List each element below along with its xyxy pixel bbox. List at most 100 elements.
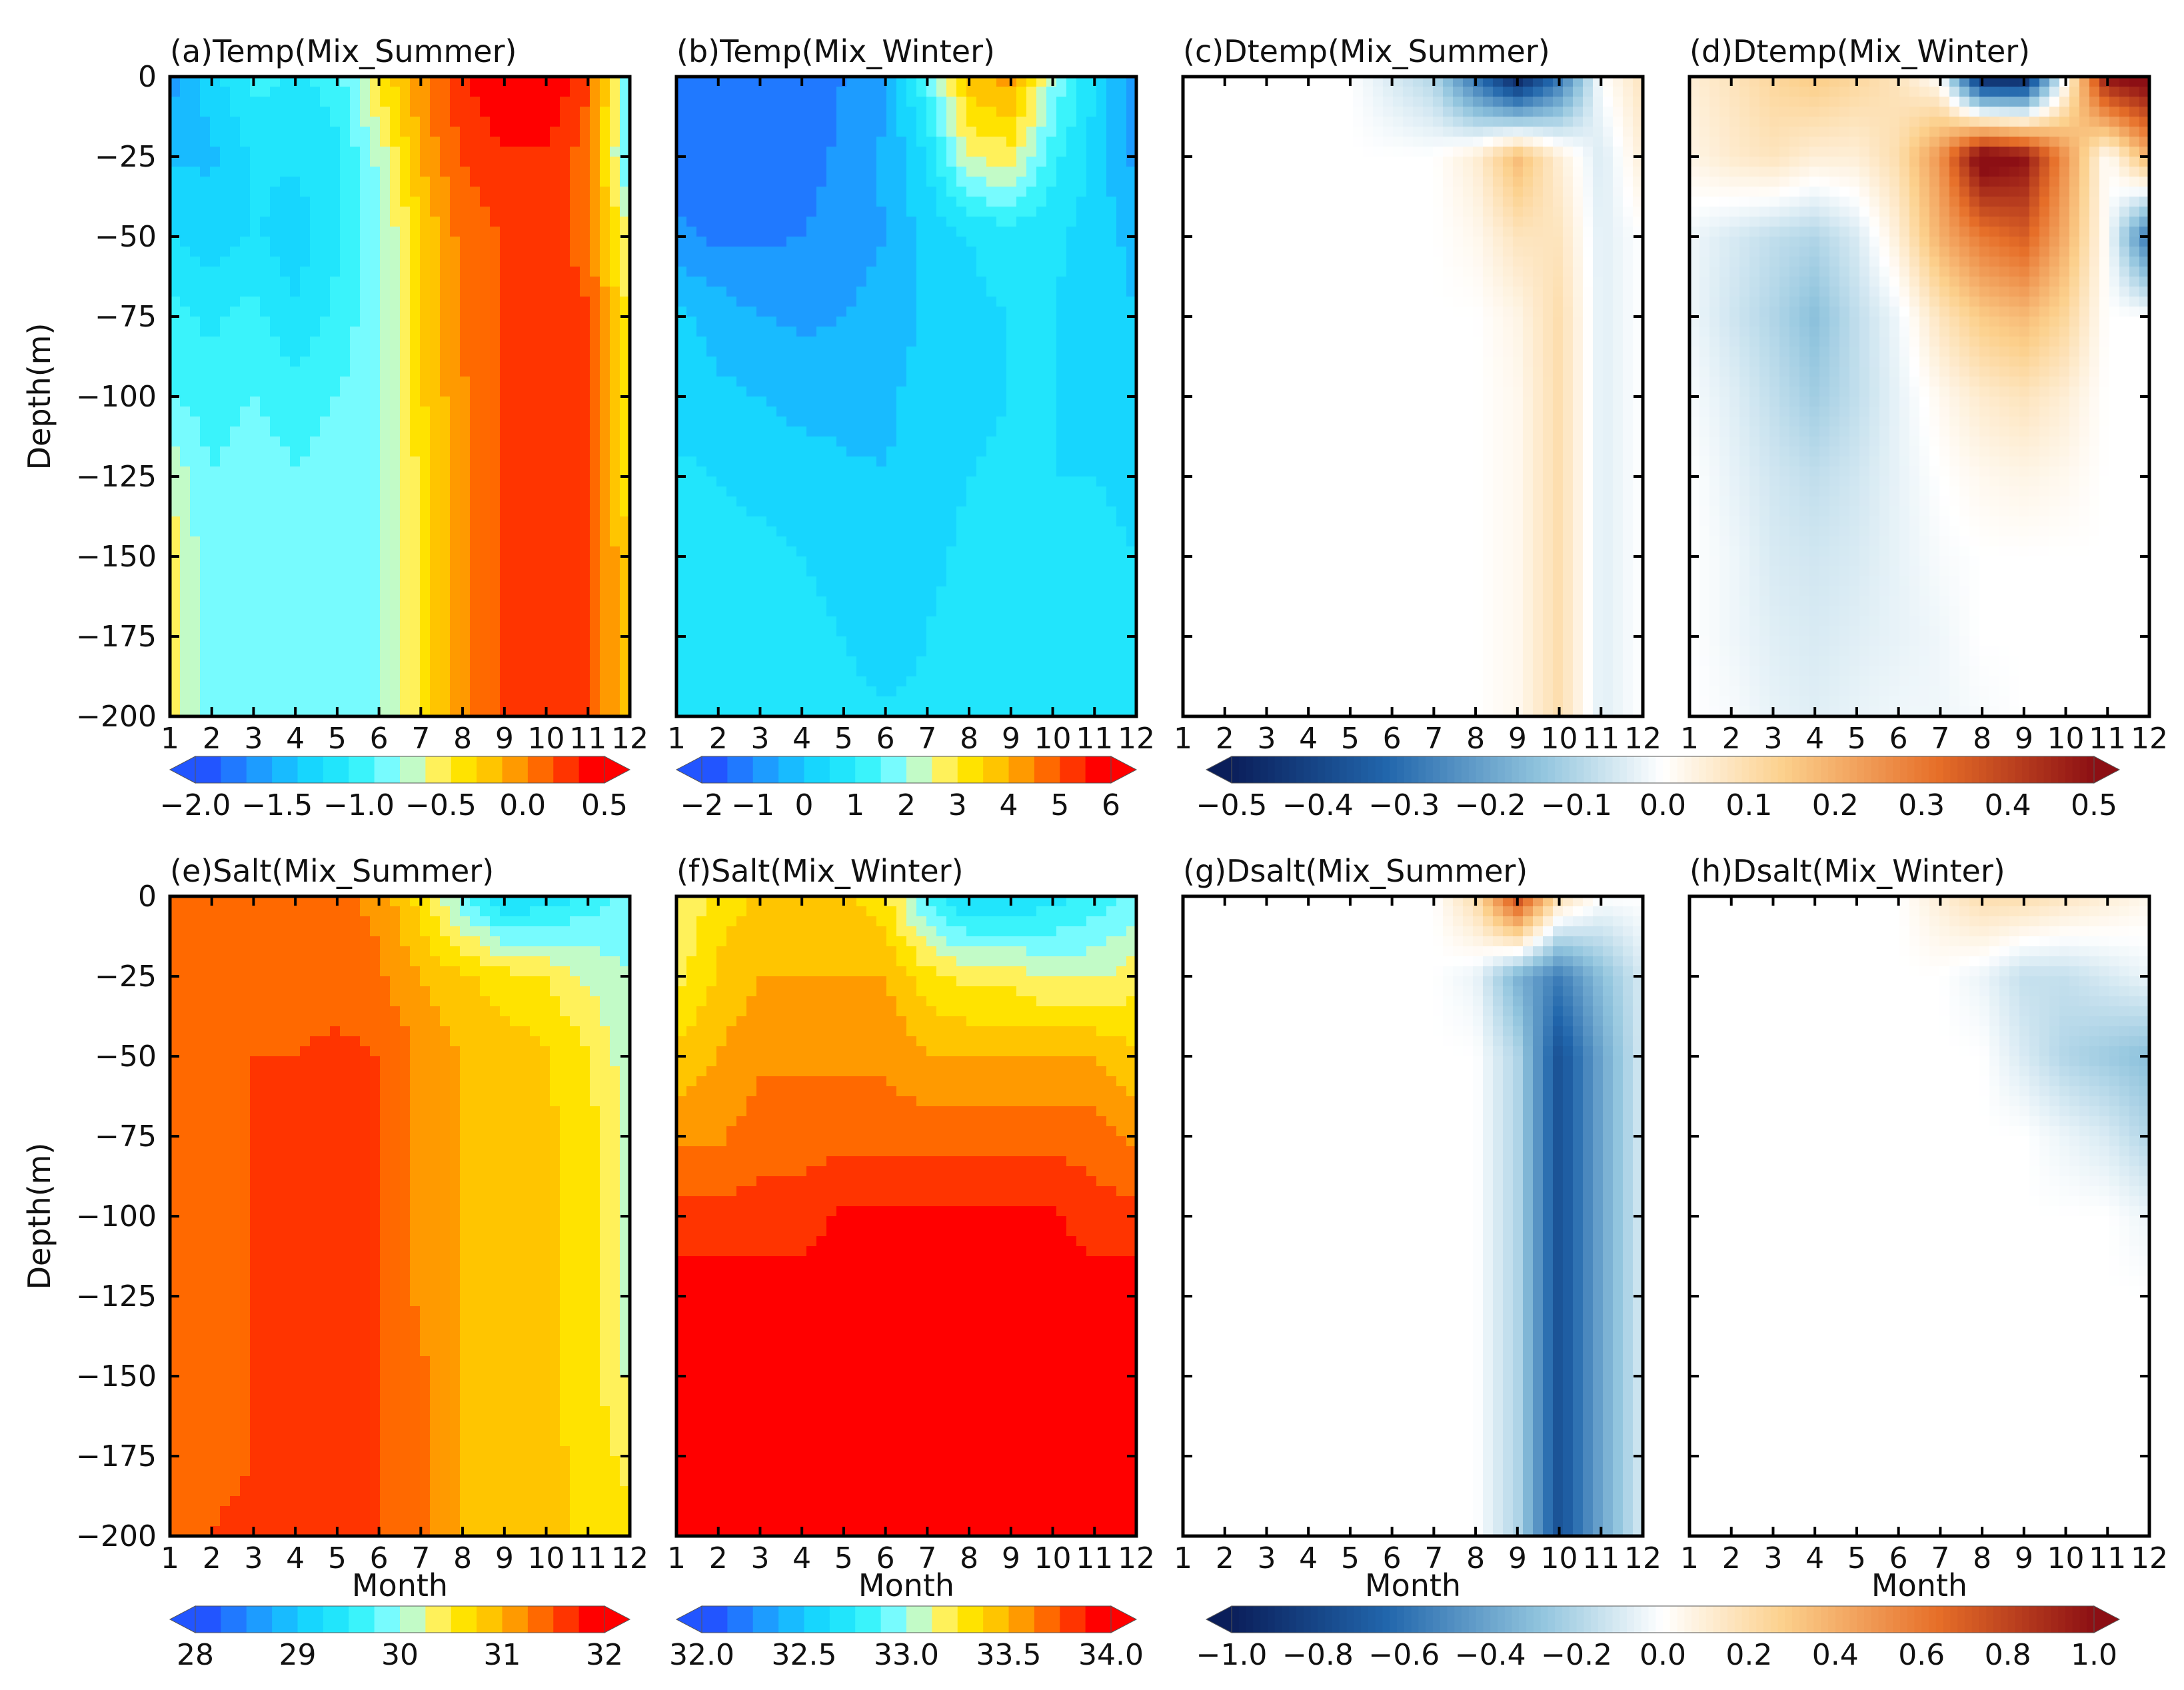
heatmap-cell — [460, 596, 471, 607]
heatmap-cell — [230, 606, 241, 617]
heatmap-cell — [290, 526, 301, 537]
heatmap-cell — [500, 307, 511, 317]
heatmap-cell — [1016, 347, 1027, 357]
heatmap-cell — [560, 536, 570, 547]
heatmap-cell — [580, 217, 590, 227]
heatmap-cell — [290, 616, 301, 627]
heatmap-cell — [1096, 466, 1107, 477]
heatmap-cell — [1076, 327, 1087, 337]
heatmap-cell — [936, 267, 947, 277]
heatmap-cell — [310, 327, 321, 337]
heatmap-cell — [580, 157, 590, 167]
heatmap-cell — [1076, 456, 1087, 467]
heatmap-cell — [310, 367, 321, 377]
heatmap-cell — [816, 476, 827, 487]
heatmap-cell — [190, 177, 201, 187]
heatmap-cell — [250, 656, 261, 667]
heatmap-cell — [936, 287, 947, 297]
heatmap-cell — [340, 486, 351, 497]
heatmap-cell — [1076, 297, 1087, 307]
heatmap-cell — [746, 207, 757, 217]
heatmap-cell — [320, 227, 331, 237]
heatmap-cell — [240, 157, 251, 167]
heatmap-cell — [676, 287, 687, 297]
heatmap-cell — [946, 307, 957, 317]
heatmap-cell — [370, 197, 381, 207]
heatmap-cell — [410, 167, 421, 177]
heatmap-cell — [370, 696, 381, 707]
heatmap-cell — [350, 157, 361, 167]
heatmap-cell — [270, 357, 281, 367]
heatmap-cell — [726, 107, 737, 117]
heatmap-cell — [520, 347, 531, 357]
heatmap-cell — [300, 616, 311, 627]
heatmap-cell — [190, 327, 201, 337]
heatmap-cell — [916, 486, 927, 497]
heatmap-cell — [300, 626, 311, 637]
heatmap-cell — [976, 207, 987, 217]
heatmap-cell — [370, 367, 381, 377]
heatmap-cell — [400, 357, 411, 367]
heatmap-cell — [420, 347, 431, 357]
heatmap-cell — [896, 347, 907, 357]
heatmap-cell — [876, 177, 887, 187]
heatmap-cell — [956, 456, 967, 467]
heatmap-cell — [1016, 417, 1027, 427]
heatmap-cell — [906, 137, 917, 147]
heatmap-cell — [540, 377, 550, 387]
heatmap-cell — [776, 87, 787, 97]
heatmap-cell — [876, 187, 887, 197]
heatmap-cell — [310, 277, 321, 287]
heatmap-cell — [916, 456, 927, 467]
heatmap-cell — [796, 97, 807, 107]
heatmap-cell — [1036, 417, 1047, 427]
heatmap-cell — [726, 257, 737, 267]
heatmap-cell — [946, 127, 957, 137]
heatmap-cell — [520, 646, 531, 657]
heatmap-cell — [460, 397, 471, 407]
heatmap-cell — [916, 137, 927, 147]
heatmap-cell — [230, 436, 241, 447]
heatmap-cell — [380, 367, 391, 377]
heatmap-cell — [856, 107, 867, 117]
heatmap-cell — [490, 646, 501, 657]
heatmap-cell — [290, 297, 301, 307]
heatmap-cell — [290, 486, 301, 497]
heatmap-cell — [956, 387, 967, 397]
heatmap-cell — [570, 656, 580, 667]
heatmap-cell — [916, 407, 927, 417]
heatmap-cell — [530, 107, 541, 117]
heatmap-cell — [786, 237, 797, 247]
heatmap-cell — [946, 317, 957, 327]
heatmap-cell — [320, 446, 331, 457]
heatmap-cell — [786, 347, 797, 357]
heatmap-cell — [610, 77, 620, 87]
heatmap-cell — [560, 397, 570, 407]
heatmap-cell — [866, 137, 877, 147]
heatmap-cell — [1106, 157, 1117, 167]
heatmap-cell — [886, 247, 897, 257]
heatmap-cell — [470, 257, 481, 267]
heatmap-cell — [1046, 187, 1057, 197]
heatmap-cell — [170, 297, 181, 307]
heatmap-cell — [530, 127, 541, 137]
heatmap-cell — [946, 77, 957, 87]
heatmap-cell — [896, 436, 907, 447]
heatmap-cell — [470, 586, 481, 597]
heatmap-cell — [766, 77, 777, 87]
heatmap-cell — [896, 426, 907, 437]
heatmap-cell — [776, 147, 787, 157]
heatmap-cell — [1086, 237, 1097, 247]
heatmap-cell — [480, 167, 491, 177]
heatmap-cell — [170, 496, 181, 507]
heatmap-cell — [696, 347, 707, 357]
heatmap-cell — [806, 127, 817, 137]
heatmap-cell — [550, 706, 560, 717]
heatmap-cell — [280, 596, 291, 607]
heatmap-cell — [796, 137, 807, 147]
heatmap-cell — [1106, 476, 1117, 487]
heatmap-cell — [580, 347, 590, 357]
heatmap-cell — [410, 426, 421, 437]
heatmap-cell — [170, 456, 181, 467]
heatmap-cell — [986, 377, 997, 387]
